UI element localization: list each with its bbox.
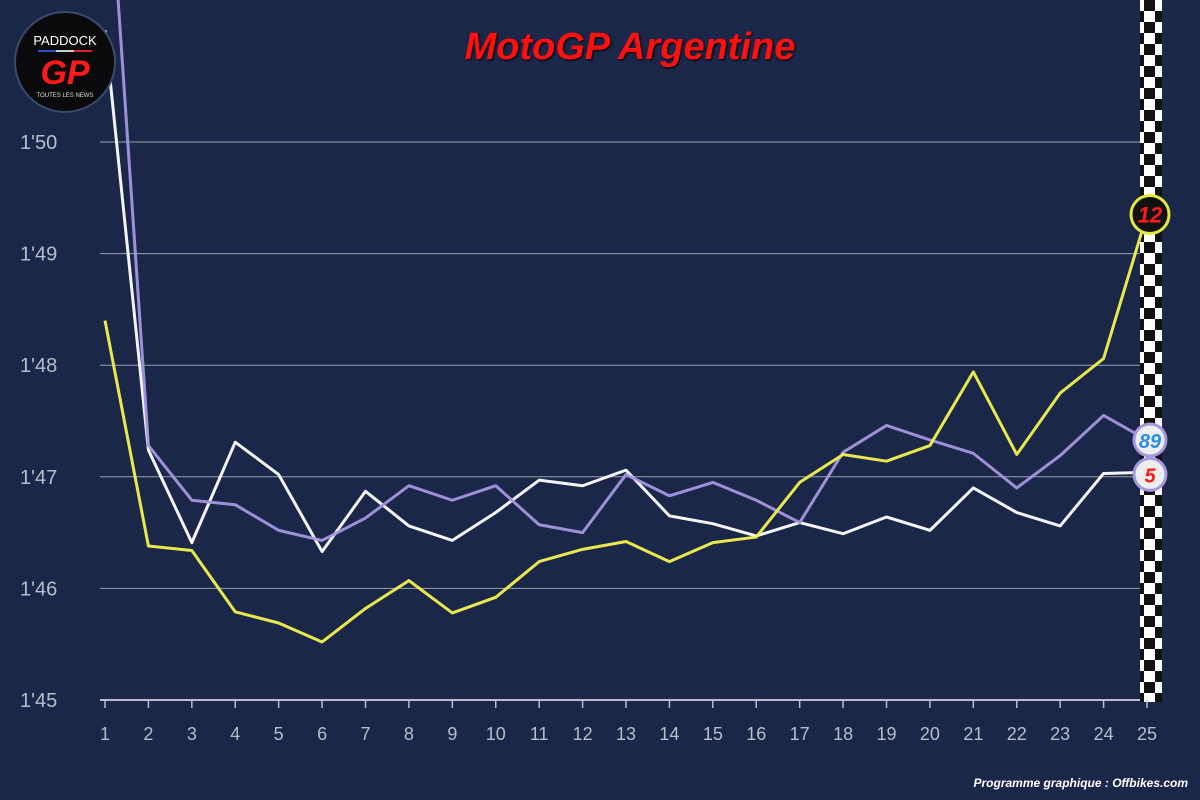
y-tick-label: 1'45 — [20, 690, 57, 712]
paddock-gp-logo: PADDOCK GP TOUTES LES NEWS — [14, 11, 116, 113]
x-tick-label: 14 — [659, 724, 679, 744]
x-tick-label: 18 — [833, 724, 853, 744]
svg-text:TOUTES LES NEWS: TOUTES LES NEWS — [37, 93, 94, 99]
x-tick-label: 20 — [920, 724, 940, 744]
rider-badge-89: 89 — [1132, 422, 1168, 458]
series-line-89 — [116, 0, 1148, 542]
x-tick-label: 6 — [317, 724, 327, 744]
y-tick-label: 1'48 — [20, 355, 57, 377]
badge-circle — [1129, 194, 1171, 236]
x-tick-label: 2 — [143, 724, 153, 744]
y-tick-label: 1'46 — [20, 578, 57, 600]
x-tick-label: 13 — [616, 724, 636, 744]
badge-circle — [1132, 456, 1168, 492]
chart-title: MotoGP Argentine — [464, 26, 796, 68]
svg-text:PADDOCK: PADDOCK — [33, 33, 97, 48]
x-tick-label: 21 — [963, 724, 983, 744]
badge-number: 89 — [1139, 431, 1162, 453]
x-tick-label: 24 — [1094, 724, 1114, 744]
x-tick-label: 9 — [447, 724, 457, 744]
y-tick-label: 1'47 — [20, 467, 57, 489]
x-tick-label: 11 — [530, 724, 549, 744]
svg-text:GP: GP — [40, 54, 89, 92]
x-tick-label: 1 — [100, 724, 110, 744]
x-tick-label: 8 — [404, 724, 414, 744]
rider-badge-5: 5 — [1132, 456, 1168, 492]
x-tick-label: 15 — [703, 724, 723, 744]
badge-number: 12 — [1138, 203, 1163, 228]
x-tick-label: 19 — [876, 724, 896, 744]
x-tick-label: 4 — [230, 724, 240, 744]
rider-badge-12: 12 — [1129, 194, 1171, 236]
x-tick-label: 16 — [746, 724, 766, 744]
badge-circle — [1132, 422, 1168, 458]
x-tick-label: 17 — [790, 724, 810, 744]
y-tick-label: 1'50 — [20, 132, 57, 154]
x-tick-label: 12 — [573, 724, 593, 744]
credit-text: Programme graphique : Offbikes.com — [973, 776, 1189, 790]
x-tick-label: 22 — [1007, 724, 1027, 744]
x-tick-label: 7 — [360, 724, 370, 744]
series-line-5 — [103, 30, 1148, 554]
x-tick-label: 3 — [187, 724, 197, 744]
x-tick-label: 5 — [274, 724, 284, 744]
y-tick-label: 1'49 — [20, 244, 57, 266]
x-tick-label: 10 — [486, 724, 506, 744]
series-line-12 — [103, 214, 1149, 644]
x-tick-label: 25 — [1137, 724, 1157, 744]
x-tick-label: 23 — [1050, 724, 1070, 744]
checkered-flag-strip — [1140, 0, 1162, 702]
badge-number: 5 — [1144, 465, 1156, 487]
